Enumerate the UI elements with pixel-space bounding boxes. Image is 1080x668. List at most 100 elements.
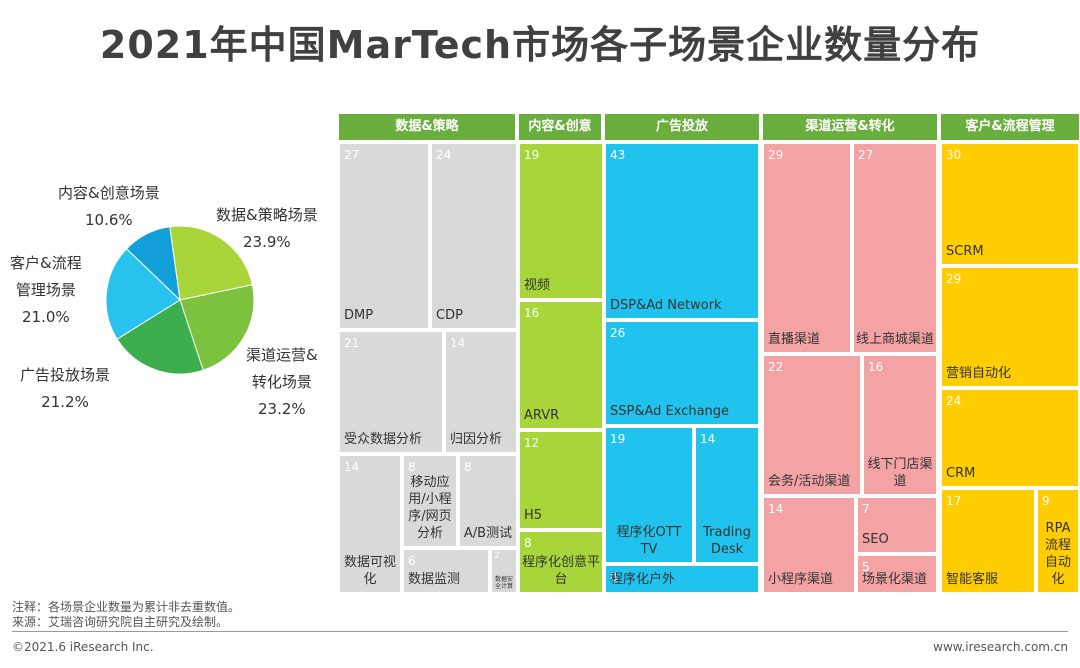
pie-label-channel-line2: 转化场景 (251, 373, 312, 391)
treemap-cell-label: 数据监测 (408, 572, 461, 587)
treemap-cell-2-1: 26 SSP&Ad Exchange (604, 320, 760, 426)
treemap-cell-value: 14 (344, 460, 360, 474)
treemap-cell-label: 会务/活动渠道 (768, 474, 851, 489)
treemap-cell-label: 程序化户外 (610, 572, 676, 587)
treemap-cell-label: 程序化OTT TV (616, 525, 682, 557)
treemap-cell-0-1: 24 CDP (430, 142, 518, 330)
treemap-cell-value: 19 (610, 432, 626, 446)
treemap-cell-label: 直播渠道 (768, 332, 821, 347)
treemap-cell-value: 16 (524, 306, 540, 320)
treemap-cell-value: 2 (494, 551, 500, 561)
treemap-cell-0-4: 14 数据可视化 (338, 454, 402, 594)
pie-label-channel-line1: 渠道运营& (246, 346, 318, 364)
treemap-cell-0-8: 2 数据安全计算 (490, 548, 518, 594)
treemap-cell-3-0: 29 直播渠道 (762, 142, 852, 354)
treemap-cell-label: 视频 (524, 278, 551, 293)
treemap-cell-label: DMP (344, 308, 374, 323)
treemap-cell-label: 移动应用/小程序/网页分析 (408, 475, 452, 541)
treemap-cell-value: 8 (524, 536, 532, 550)
treemap-cell-label: SCRM (946, 244, 984, 259)
treemap-cell-label: 智能客服 (946, 572, 999, 587)
pie-label-ad: 广告投放场景 21.2% (20, 362, 110, 416)
copyright: ©2021.6 iResearch Inc. (12, 640, 154, 654)
treemap-cell-label: H5 (524, 508, 543, 523)
treemap-cell-4-2: 24 CRM (940, 388, 1080, 488)
treemap-cell-label: CDP (436, 308, 463, 323)
treemap-cell-label: 程序化创意平台 (522, 555, 601, 587)
source-note: 来源：艾瑞咨询研究院自主研究及绘制。 (12, 615, 229, 629)
treemap-cell-3-2: 22 会务/活动渠道 (762, 354, 862, 496)
treemap-cell-value: 29 (768, 148, 784, 162)
pie-label-ad-value: 21.2% (41, 393, 89, 411)
treemap-cell-label: Trading Desk (703, 525, 751, 557)
treemap-cell-1-3: 8 程序化创意平台 (518, 530, 604, 594)
treemap-cell-label: 场景化渠道 (862, 572, 928, 587)
pie-chart (105, 225, 255, 375)
page-title: 2021年中国MarTech市场各子场景企业数量分布 (99, 23, 981, 67)
treemap-header-4: 客户&流程管理 (941, 114, 1079, 140)
website: www.iresearch.com.cn (933, 640, 1068, 654)
pie-label-channel-value: 23.2% (258, 400, 306, 418)
treemap-cell-value: 7 (862, 502, 870, 516)
treemap-header-1: 内容&创意 (519, 114, 601, 140)
treemap-cell-3-1: 27 线上商城渠道 (852, 142, 938, 354)
treemap-cell-0-6: 8 A/B测试 (458, 454, 518, 548)
treemap-cell-value: 24 (946, 394, 962, 408)
pie-label-customer-value: 21.0% (22, 308, 70, 326)
treemap-header-2: 广告投放 (605, 114, 759, 140)
treemap-cell-0-0: 27 DMP (338, 142, 430, 330)
treemap-cell-3-3: 16 线下门店渠道 (862, 354, 938, 496)
pie-label-data-value: 23.9% (243, 233, 291, 251)
treemap-cell-value: 30 (946, 148, 962, 162)
treemap-cell-label: 数据可视化 (343, 555, 396, 587)
treemap-cell-label: SEO (862, 532, 889, 547)
treemap-header-3: 渠道运营&转化 (763, 114, 937, 140)
treemap-cell-value: 14 (450, 336, 466, 350)
treemap-cell-value: 27 (344, 148, 360, 162)
treemap-cell-0-2: 21 受众数据分析 (338, 330, 444, 454)
treemap-cell-value: 24 (436, 148, 452, 162)
treemap-cell-2-0: 43 DSP&Ad Network (604, 142, 760, 320)
treemap-cell-value: 29 (946, 272, 962, 286)
treemap-cell-value: 26 (610, 326, 626, 340)
treemap-cell-label: ARVR (524, 408, 560, 423)
treemap-cell-label: SSP&Ad Exchange (610, 404, 730, 419)
pie-slice-0 (169, 225, 254, 301)
footnote: 注释：各场景企业数量为累计非去重数值。 (12, 600, 241, 614)
treemap-cell-value: 27 (858, 148, 874, 162)
treemap-cell-0-5: 8 移动应用/小程序/网页分析 (402, 454, 458, 548)
pie-label-content-name: 内容&创意场景 (58, 184, 160, 202)
treemap-cell-value: 12 (524, 436, 540, 450)
treemap-cell-4-4: 9 RPA流程自动化 (1036, 488, 1080, 594)
treemap-cell-label: 受众数据分析 (344, 432, 423, 447)
footer-divider (12, 631, 1068, 632)
treemap-cell-label: DSP&Ad Network (610, 298, 722, 313)
treemap-cell-2-4: 8 程序化户外 (604, 564, 760, 594)
pie-label-data: 数据&策略场景 23.9% (216, 202, 318, 256)
pie-label-customer-line2: 管理场景 (15, 281, 76, 299)
treemap-cell-label: 数据安全计算 (494, 576, 513, 590)
treemap-cell-2-2: 19 程序化OTT TV (604, 426, 694, 564)
treemap-cell-1-2: 12 H5 (518, 430, 604, 530)
treemap-cell-2-3: 14 Trading Desk (694, 426, 760, 564)
treemap-header-0: 数据&策略 (339, 114, 515, 140)
pie-slice-1 (179, 284, 255, 371)
treemap-cell-value: 8 (408, 460, 416, 474)
treemap-cell-1-0: 19 视频 (518, 142, 604, 300)
pie-label-ad-name: 广告投放场景 (20, 366, 111, 384)
treemap-cell-value: 9 (1042, 494, 1050, 508)
pie-slice-3 (105, 248, 181, 340)
treemap-cell-0-3: 14 归因分析 (444, 330, 518, 454)
pie-label-customer-line1: 客户&流程 (10, 254, 82, 272)
treemap-cell-value: 43 (610, 148, 626, 162)
treemap-cell-label: 营销自动化 (946, 366, 1012, 381)
treemap-cell-3-6: 5 场景化渠道 (856, 554, 938, 594)
pie-label-data-name: 数据&策略场景 (216, 206, 318, 224)
treemap-cell-value: 8 (464, 460, 472, 474)
treemap-cell-value: 17 (946, 494, 962, 508)
treemap-cell-label: RPA流程自动化 (1044, 521, 1071, 587)
pie-label-content: 内容&创意场景 10.6% (58, 180, 160, 234)
treemap-cell-3-4: 14 小程序渠道 (762, 496, 856, 594)
treemap-cell-4-0: 30 SCRM (940, 142, 1080, 266)
treemap-cell-label: 归因分析 (450, 432, 503, 447)
